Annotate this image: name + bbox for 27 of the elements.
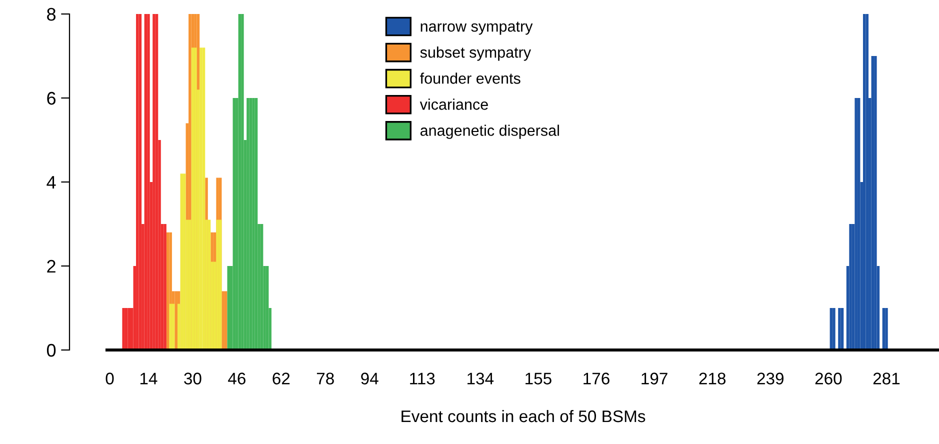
x-tick-label: 155: [526, 372, 552, 384]
x-tick-label: 46: [228, 372, 246, 384]
x-tick-label: 30: [184, 372, 202, 384]
y-tick-label: 2: [47, 260, 56, 273]
x-tick-label: 197: [642, 372, 668, 384]
x-tick-label: 62: [272, 372, 290, 384]
x-tick-label: 281: [873, 372, 900, 384]
x-tick-label: 78: [316, 372, 334, 384]
y-tick-label: 6: [47, 92, 56, 105]
legend-label: vicariance: [420, 98, 488, 110]
x-tick-label: 0: [106, 372, 114, 384]
x-tick-label: 94: [361, 372, 378, 384]
x-tick-label: 113: [410, 372, 435, 384]
x-tick-label: 218: [699, 372, 726, 384]
legend-label: founder events: [420, 72, 520, 84]
legend-label: subset sympatry: [420, 46, 532, 61]
y-tick-label: 4: [46, 176, 56, 189]
y-tick-label: 8: [47, 8, 56, 21]
x-tick-label: 260: [815, 372, 842, 384]
x-tick-label: 239: [757, 372, 784, 384]
y-tick-label: 0: [46, 344, 56, 357]
x-tick-label: 176: [584, 372, 610, 384]
x-tick-label: 134: [468, 372, 494, 384]
x-tick-label: 14: [140, 372, 158, 384]
x-axis-title: Event counts in each of 50 BSMs: [402, 410, 646, 422]
legend-label: narrow sympatry: [420, 22, 533, 35]
legend-label: anagenetic dispersal: [420, 124, 559, 139]
